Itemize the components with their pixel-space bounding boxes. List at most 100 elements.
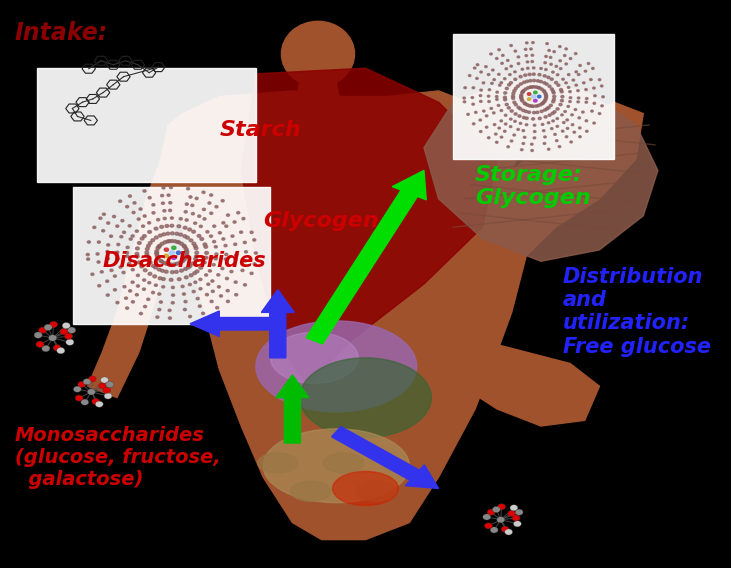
Circle shape [518, 62, 520, 65]
Circle shape [185, 253, 189, 256]
Circle shape [224, 225, 228, 227]
Circle shape [545, 95, 548, 98]
Circle shape [244, 250, 248, 253]
Circle shape [75, 395, 83, 401]
Ellipse shape [256, 321, 417, 412]
Circle shape [158, 308, 161, 311]
Circle shape [545, 107, 549, 110]
Circle shape [528, 105, 531, 107]
Circle shape [213, 225, 216, 227]
Bar [453, 34, 614, 159]
Circle shape [480, 101, 482, 102]
Circle shape [126, 247, 129, 249]
Circle shape [572, 79, 575, 81]
Circle shape [537, 105, 539, 107]
Circle shape [221, 199, 224, 202]
Circle shape [559, 89, 563, 91]
Circle shape [579, 136, 581, 137]
Circle shape [173, 240, 177, 243]
Circle shape [148, 222, 151, 224]
Circle shape [559, 103, 562, 106]
Circle shape [151, 291, 154, 294]
Circle shape [565, 82, 567, 84]
Circle shape [527, 93, 531, 95]
Circle shape [189, 315, 192, 318]
Circle shape [602, 96, 605, 98]
Circle shape [561, 130, 564, 132]
Circle shape [520, 97, 523, 99]
Circle shape [102, 213, 105, 215]
Circle shape [99, 383, 106, 389]
Circle shape [485, 126, 488, 128]
Circle shape [205, 274, 208, 276]
Circle shape [474, 111, 477, 113]
Circle shape [128, 262, 131, 265]
FancyArrow shape [332, 427, 439, 488]
Circle shape [519, 76, 522, 78]
Circle shape [163, 210, 166, 212]
Circle shape [477, 64, 479, 66]
Circle shape [115, 251, 118, 253]
Circle shape [243, 241, 246, 244]
Circle shape [517, 128, 520, 131]
Circle shape [523, 102, 526, 105]
Circle shape [224, 258, 227, 260]
Circle shape [499, 84, 501, 86]
Circle shape [250, 272, 253, 274]
Circle shape [213, 240, 216, 243]
Circle shape [143, 215, 146, 217]
Circle shape [577, 90, 579, 91]
Circle shape [493, 507, 500, 512]
Circle shape [140, 312, 143, 315]
Circle shape [577, 101, 580, 103]
Circle shape [128, 225, 131, 227]
Circle shape [110, 235, 113, 237]
Circle shape [514, 71, 516, 73]
Circle shape [207, 283, 210, 285]
Circle shape [64, 333, 72, 339]
Circle shape [534, 86, 537, 88]
Circle shape [191, 204, 194, 207]
Circle shape [510, 140, 512, 142]
Polygon shape [296, 82, 340, 102]
Circle shape [156, 255, 159, 258]
Circle shape [578, 127, 581, 129]
Circle shape [574, 108, 577, 111]
Circle shape [188, 265, 192, 268]
Circle shape [142, 225, 145, 227]
Circle shape [510, 505, 518, 511]
Circle shape [536, 111, 539, 114]
Circle shape [493, 112, 495, 114]
Circle shape [172, 294, 175, 296]
Circle shape [175, 270, 178, 273]
Circle shape [584, 70, 587, 72]
Circle shape [193, 272, 197, 274]
Circle shape [184, 276, 188, 279]
Circle shape [214, 245, 217, 248]
Circle shape [158, 293, 161, 295]
Circle shape [151, 239, 155, 241]
Circle shape [534, 124, 536, 126]
Circle shape [550, 88, 553, 90]
Circle shape [496, 57, 498, 60]
Circle shape [569, 91, 571, 93]
Circle shape [525, 55, 528, 57]
Circle shape [531, 95, 536, 98]
Circle shape [529, 80, 532, 82]
Circle shape [135, 252, 139, 255]
Circle shape [154, 236, 158, 239]
Circle shape [516, 85, 520, 87]
Circle shape [110, 269, 113, 272]
Circle shape [500, 120, 502, 122]
Circle shape [181, 259, 185, 262]
Circle shape [148, 197, 151, 199]
Circle shape [121, 219, 124, 222]
Circle shape [545, 94, 548, 96]
Circle shape [175, 232, 179, 235]
Circle shape [546, 43, 548, 45]
Circle shape [132, 211, 135, 214]
Circle shape [567, 86, 570, 89]
Circle shape [571, 114, 573, 116]
Circle shape [162, 286, 164, 288]
Circle shape [148, 261, 152, 264]
